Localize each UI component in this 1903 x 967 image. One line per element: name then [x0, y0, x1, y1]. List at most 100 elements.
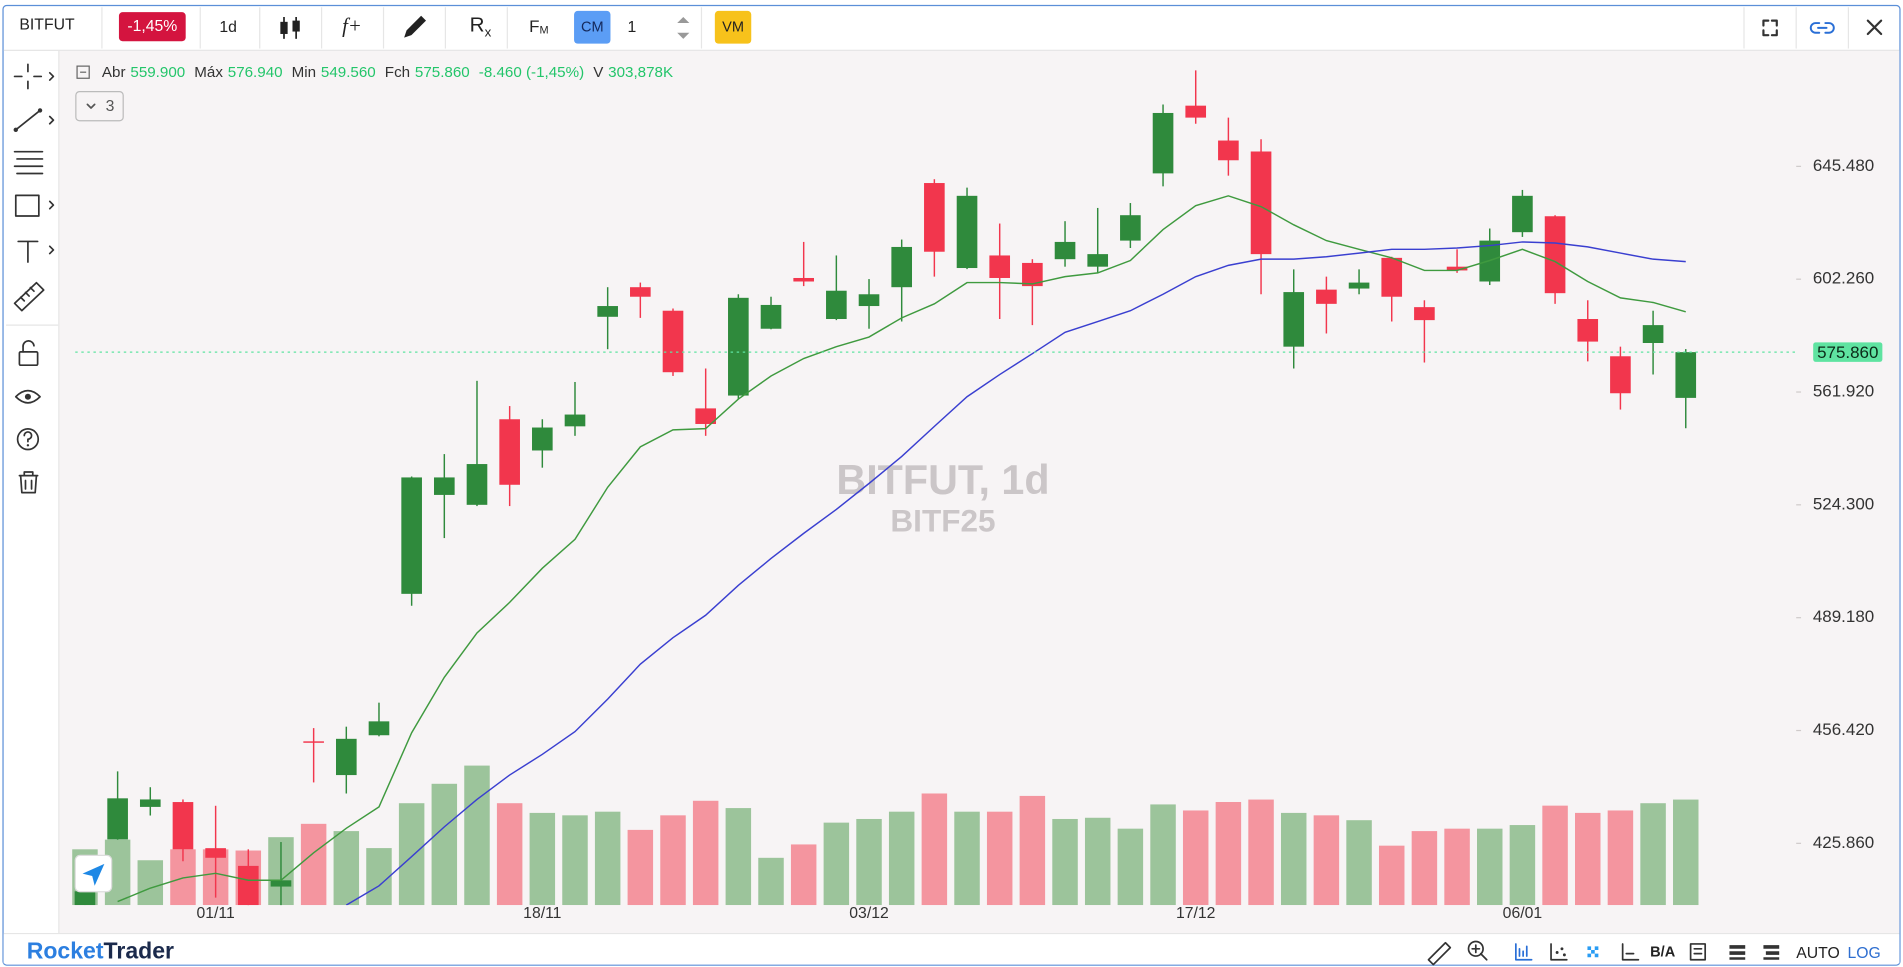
- chart-type-button[interactable]: [280, 16, 300, 39]
- fm-part[interactable]: F: [529, 17, 539, 36]
- crosshair-tool[interactable]: [13, 63, 55, 90]
- cm[interactable]: CM: [581, 20, 604, 36]
- cm-bg[interactable]: [574, 10, 611, 44]
- book-button-part[interactable]: [1689, 943, 1707, 961]
- line-tool[interactable]: [13, 108, 55, 133]
- fx[interactable]: f+: [342, 16, 362, 38]
- visibility-tool[interactable]: [14, 389, 41, 404]
- rx-button[interactable]: Rx: [470, 14, 492, 39]
- change-badge[interactable]: -1,45%: [118, 12, 186, 42]
- scatter-button-part[interactable]: [1555, 950, 1559, 954]
- scatter-button[interactable]: [1550, 943, 1568, 961]
- x-tick-label: 06/01: [1503, 905, 1542, 922]
- shape-tool-part[interactable]: [48, 200, 55, 210]
- text-tool-part[interactable]: [17, 240, 55, 263]
- ruler-tool[interactable]: [13, 281, 45, 312]
- link-button[interactable]: [1809, 22, 1835, 34]
- help-tool-part[interactable]: [26, 444, 30, 447]
- help-tool-part[interactable]: [16, 428, 40, 451]
- measure-button[interactable]: [1427, 941, 1452, 966]
- chart-type-button-part[interactable]: [280, 21, 288, 34]
- help-tool[interactable]: [16, 428, 40, 451]
- zoom-button-part[interactable]: [1471, 944, 1488, 961]
- scatter-button-part[interactable]: [1560, 947, 1564, 951]
- fullscreen-button[interactable]: [1762, 19, 1778, 37]
- measure-button-part[interactable]: [1427, 941, 1452, 966]
- line-tool-part[interactable]: [14, 109, 55, 131]
- quantity-stepper[interactable]: [677, 16, 690, 39]
- symbol-button[interactable]: BITFUT: [19, 17, 75, 34]
- interval[interactable]: 1d: [219, 19, 237, 36]
- vm-button[interactable]: VM: [714, 10, 752, 44]
- help-tool-part[interactable]: [23, 431, 33, 443]
- chart-type-button-part[interactable]: [292, 20, 300, 32]
- line-tool-part[interactable]: [37, 108, 43, 113]
- close-button-part[interactable]: [1866, 19, 1883, 36]
- visibility-tool-part[interactable]: [14, 389, 41, 404]
- heatmap-button-part[interactable]: [1587, 946, 1599, 958]
- close-button[interactable]: [1866, 19, 1883, 36]
- collapsed-count[interactable]: 3: [106, 98, 115, 115]
- quantity[interactable]: 1: [627, 19, 636, 36]
- quantity-stepper-part[interactable]: [677, 16, 690, 39]
- zoom-button[interactable]: [1467, 940, 1488, 961]
- change[interactable]: -1,45%: [127, 18, 177, 35]
- shape-tool-part[interactable]: [14, 194, 40, 217]
- auto-scale[interactable]: AUTO: [1796, 945, 1840, 962]
- rx-part[interactable]: x: [485, 24, 492, 39]
- bars-button-part[interactable]: [1514, 943, 1533, 961]
- rx[interactable]: Rx: [470, 14, 492, 39]
- book-button-part[interactable]: [1693, 947, 1703, 955]
- log-scale[interactable]: LOG: [1848, 945, 1881, 962]
- legend-toggle[interactable]: [76, 65, 90, 79]
- ruler-tool-part[interactable]: [13, 281, 45, 312]
- lock-tool-part[interactable]: [22, 340, 35, 353]
- delete-tool[interactable]: [18, 471, 39, 494]
- link-button-part[interactable]: [1809, 22, 1835, 34]
- fm-part[interactable]: M: [540, 24, 549, 36]
- indicator-collapse[interactable]: 3: [75, 90, 124, 122]
- bars-button[interactable]: [1514, 943, 1533, 961]
- heatmap-button[interactable]: [1587, 946, 1599, 958]
- draw-button[interactable]: [404, 15, 426, 38]
- indicators-button[interactable]: f+: [342, 16, 362, 38]
- text-tool[interactable]: [17, 240, 55, 263]
- axis-button-part[interactable]: [1621, 943, 1640, 961]
- shape-tool[interactable]: [14, 194, 55, 217]
- legend-toggle-part[interactable]: [76, 65, 90, 79]
- vm-bg[interactable]: [714, 10, 752, 44]
- navigate-button-part[interactable]: [82, 863, 105, 886]
- badge-bg[interactable]: [118, 12, 186, 42]
- channel-tool-part[interactable]: [13, 150, 44, 175]
- lock-tool-part[interactable]: [18, 351, 39, 367]
- y-tick-label: 561.920: [1813, 382, 1874, 401]
- crosshair-tool-part[interactable]: [13, 63, 55, 90]
- vm[interactable]: VM: [722, 20, 744, 36]
- fullscreen-button-part[interactable]: [1762, 19, 1778, 37]
- depth-button[interactable]: [1763, 945, 1780, 960]
- zoom-button-part[interactable]: [1467, 940, 1484, 957]
- list-button-part[interactable]: [1729, 945, 1746, 960]
- indicator-collapse-part[interactable]: [86, 103, 96, 109]
- book-button[interactable]: [1689, 943, 1707, 961]
- bid-ask[interactable]: B/A: [1650, 944, 1676, 960]
- scatter-button-part[interactable]: [1562, 953, 1566, 957]
- visibility-tool-part[interactable]: [24, 393, 31, 400]
- delete-tool-part[interactable]: [18, 471, 39, 494]
- draw-button-part[interactable]: [404, 15, 426, 38]
- lock-tool[interactable]: [18, 340, 39, 367]
- interval-button[interactable]: 1d: [219, 19, 237, 36]
- channel-tool[interactable]: [13, 150, 44, 175]
- rx-part[interactable]: R: [470, 14, 485, 37]
- navigate-button[interactable]: [74, 854, 113, 893]
- axis-button[interactable]: [1621, 943, 1640, 961]
- list-button[interactable]: [1729, 945, 1746, 960]
- symbol[interactable]: BITFUT: [19, 17, 75, 34]
- line-tool-part[interactable]: [13, 127, 18, 133]
- fm-button[interactable]: FM: [529, 17, 548, 36]
- scatter-button-part[interactable]: [1550, 943, 1568, 961]
- indicator-collapse-part[interactable]: [75, 90, 124, 122]
- depth-button-part[interactable]: [1763, 945, 1780, 960]
- fm[interactable]: FM: [529, 17, 548, 36]
- cm-button[interactable]: CM: [574, 10, 611, 44]
